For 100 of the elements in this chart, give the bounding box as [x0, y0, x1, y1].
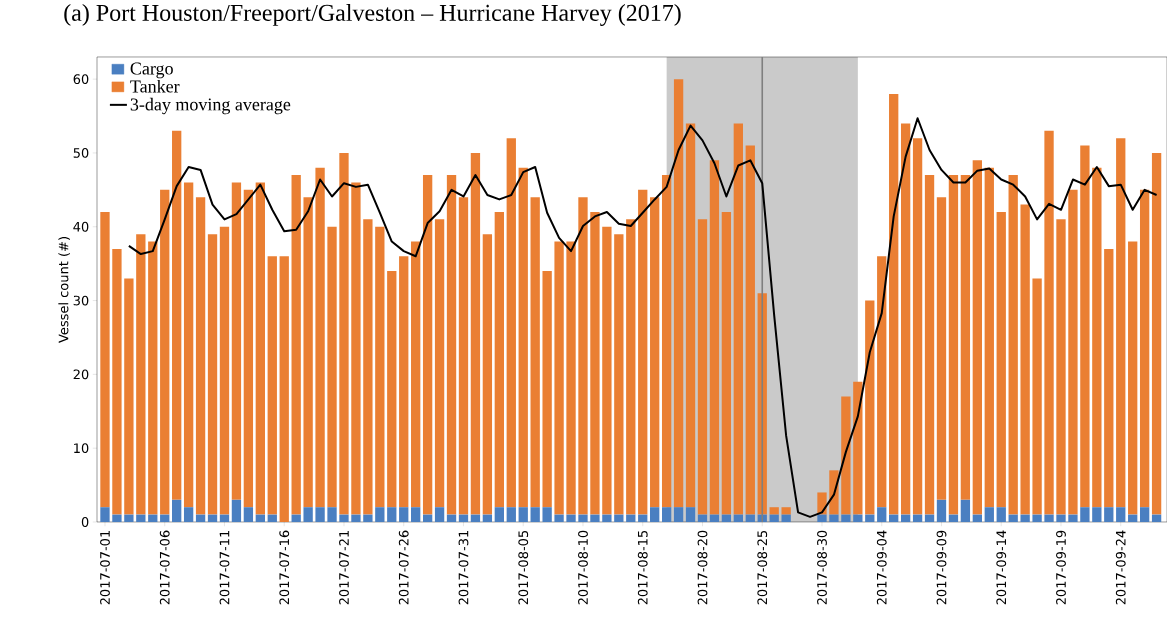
- bar: [172, 130, 182, 500]
- bar: [889, 93, 899, 515]
- chart-title: (a) Port Houston/Freeport/Galveston – Hurricane Harvey (2017): [64, 4, 681, 26]
- bar: [1128, 241, 1138, 515]
- bar: [733, 514, 743, 522]
- bar: [865, 514, 875, 522]
- bar: [303, 507, 313, 522]
- bar: [1020, 204, 1030, 515]
- bar: [996, 211, 1006, 508]
- bar: [148, 514, 158, 522]
- bar: [458, 197, 469, 515]
- bar: [446, 514, 457, 522]
- bar: [1092, 167, 1102, 508]
- bar: [709, 160, 720, 515]
- bar: [195, 514, 206, 522]
- x-tick-label: 2017-08-25: [757, 530, 768, 605]
- bar: [626, 219, 636, 515]
- y-tick-label: 60: [73, 74, 89, 85]
- bar: [494, 507, 504, 522]
- bar: [518, 167, 528, 508]
- bar: [948, 514, 959, 522]
- bar: [566, 241, 576, 515]
- bar: [578, 514, 588, 522]
- bar: [924, 514, 935, 522]
- bar: [948, 175, 959, 515]
- bar: [936, 197, 947, 500]
- bar: [614, 514, 624, 522]
- bar: [518, 507, 528, 522]
- bar: [889, 514, 899, 522]
- bar: [255, 514, 265, 522]
- bar: [566, 514, 576, 522]
- bar: [1116, 138, 1126, 508]
- bar: [506, 138, 516, 508]
- bar: [243, 189, 254, 508]
- x-tick-label: 2017-08-20: [697, 530, 708, 605]
- x-tick-label: 2017-09-19: [1056, 530, 1066, 605]
- bar: [1020, 514, 1030, 522]
- bar: [255, 182, 265, 515]
- y-tick-label: 40: [73, 221, 89, 232]
- bar: [554, 514, 564, 522]
- bar: [984, 167, 994, 508]
- bar: [1044, 130, 1054, 515]
- bar: [219, 514, 230, 522]
- bar: [1128, 514, 1138, 522]
- bar: [315, 167, 325, 508]
- bar: [267, 514, 277, 522]
- bar: [936, 499, 947, 522]
- bar: [960, 499, 971, 522]
- bar: [482, 514, 493, 522]
- bar: [912, 138, 923, 515]
- x-tick-label: 2017-08-15: [637, 530, 648, 605]
- bar: [303, 197, 313, 508]
- bar: [375, 226, 385, 508]
- bar: [195, 197, 206, 515]
- bar: [243, 507, 254, 522]
- bar: [1008, 175, 1018, 515]
- bar: [1104, 507, 1114, 522]
- x-tick-label: 2017-09-24: [1115, 530, 1126, 605]
- bar: [841, 396, 851, 515]
- legend-label: 3-day moving average: [130, 97, 291, 115]
- bar: [1068, 189, 1078, 515]
- bar: [769, 514, 779, 522]
- bar: [291, 514, 301, 522]
- bar: [112, 514, 122, 522]
- x-tick-label: 2017-07-26: [398, 530, 409, 605]
- bar: [554, 241, 564, 515]
- bar: [542, 507, 552, 522]
- bar: [972, 514, 982, 522]
- bar: [124, 278, 134, 515]
- y-tick-label: 50: [73, 148, 89, 158]
- bar: [136, 234, 146, 515]
- bar: [411, 241, 421, 508]
- bar: [148, 241, 158, 515]
- bar: [136, 514, 146, 522]
- bar: [1008, 514, 1018, 522]
- bar: [1044, 514, 1054, 522]
- bar: [590, 514, 600, 522]
- x-tick-label: 2017-09-14: [996, 530, 1007, 605]
- bar: [638, 514, 648, 522]
- bar: [422, 514, 433, 522]
- bar: [160, 189, 170, 515]
- bar: [339, 514, 349, 522]
- bar: [1116, 507, 1126, 522]
- bar: [853, 381, 863, 515]
- bar: [1092, 507, 1102, 522]
- bar: [446, 175, 457, 515]
- y-axis-title: Vessel count (#): [58, 237, 70, 343]
- bar: [924, 175, 935, 515]
- bar: [673, 79, 684, 508]
- bar: [960, 175, 971, 500]
- bar: [399, 256, 409, 508]
- x-tick-label: 2017-07-06: [159, 530, 170, 605]
- bar: [865, 300, 875, 515]
- bar: [542, 271, 552, 508]
- x-tick-label: 2017-07-01: [100, 530, 110, 605]
- x-tick-label: 2017-08-30: [817, 530, 827, 605]
- bar: [100, 507, 110, 522]
- bar: [602, 226, 612, 515]
- x-tick-label: 2017-07-16: [279, 530, 290, 605]
- x-tick-label: 2017-08-10: [578, 530, 588, 605]
